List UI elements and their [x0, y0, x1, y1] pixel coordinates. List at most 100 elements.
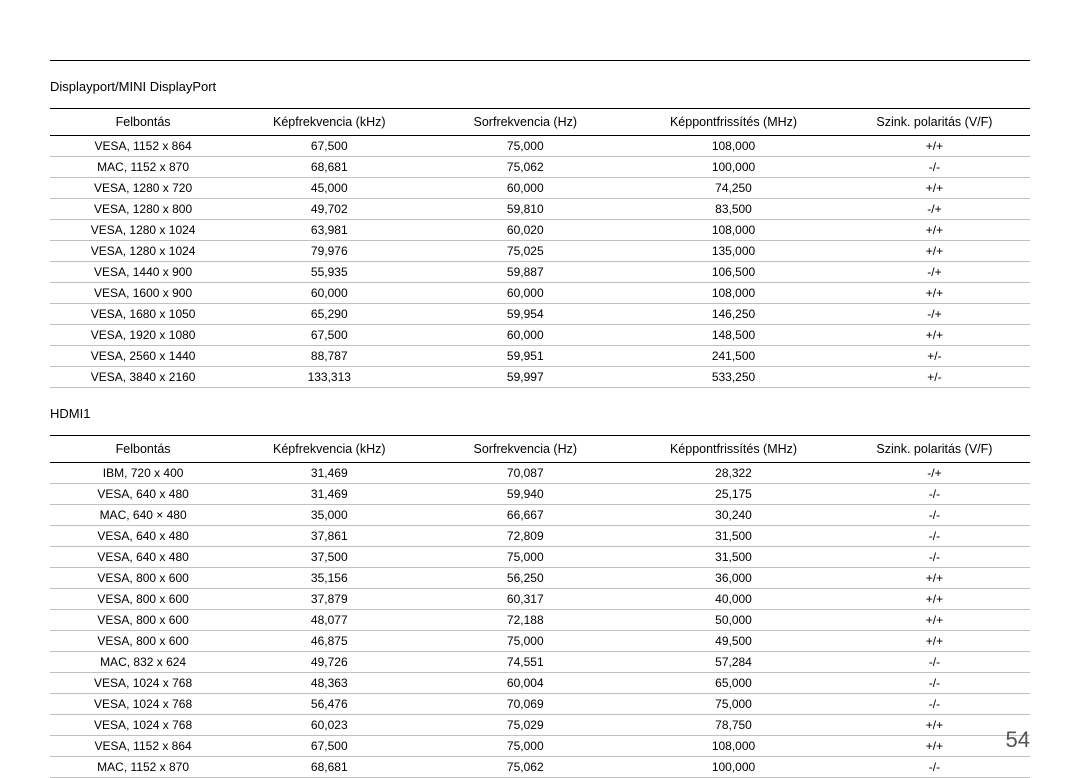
table-cell: VESA, 800 x 600	[50, 589, 236, 610]
table-row: VESA, 1920 x 108067,50060,000148,500+/+	[50, 325, 1030, 346]
table-row: VESA, 1024 x 76856,47670,06975,000-/-	[50, 694, 1030, 715]
table-cell: 75,025	[422, 241, 628, 262]
table-cell: MAC, 832 x 624	[50, 652, 236, 673]
table-cell: VESA, 1152 x 864	[50, 136, 236, 157]
sections-container: Displayport/MINI DisplayPortFelbontásKép…	[50, 79, 1030, 778]
table-cell: 68,681	[236, 757, 422, 778]
table-cell: 60,317	[422, 589, 628, 610]
table-cell: 67,500	[236, 736, 422, 757]
table-cell: VESA, 1024 x 768	[50, 715, 236, 736]
table-cell: +/+	[839, 241, 1030, 262]
table-cell: 75,000	[422, 736, 628, 757]
table-cell: 75,000	[422, 631, 628, 652]
table-cell: 59,940	[422, 484, 628, 505]
table-cell: 45,000	[236, 178, 422, 199]
table-row: VESA, 1280 x 102463,98160,020108,000+/+	[50, 220, 1030, 241]
table-row: MAC, 1152 x 87068,68175,062100,000-/-	[50, 757, 1030, 778]
table-cell: 100,000	[628, 157, 839, 178]
table-cell: 108,000	[628, 220, 839, 241]
table-cell: 533,250	[628, 367, 839, 388]
table-cell: MAC, 1152 x 870	[50, 757, 236, 778]
table-cell: 57,284	[628, 652, 839, 673]
table-cell: -/-	[839, 652, 1030, 673]
table-row: VESA, 1280 x 72045,00060,00074,250+/+	[50, 178, 1030, 199]
table-cell: 68,681	[236, 157, 422, 178]
table-row: VESA, 1600 x 90060,00060,000108,000+/+	[50, 283, 1030, 304]
table-cell: +/+	[839, 136, 1030, 157]
table-cell: VESA, 800 x 600	[50, 610, 236, 631]
table-cell: -/-	[839, 547, 1030, 568]
table-header-cell: Képpontfrissítés (MHz)	[628, 109, 839, 136]
table-cell: IBM, 720 x 400	[50, 463, 236, 484]
table-cell: 108,000	[628, 283, 839, 304]
table-cell: 66,667	[422, 505, 628, 526]
table-cell: 67,500	[236, 136, 422, 157]
table-cell: 74,551	[422, 652, 628, 673]
table-cell: -/-	[839, 505, 1030, 526]
table-cell: 70,087	[422, 463, 628, 484]
timing-table: FelbontásKépfrekvencia (kHz)Sorfrekvenci…	[50, 108, 1030, 388]
table-cell: VESA, 1280 x 1024	[50, 241, 236, 262]
table-cell: VESA, 2560 x 1440	[50, 346, 236, 367]
table-cell: 59,887	[422, 262, 628, 283]
table-cell: 25,175	[628, 484, 839, 505]
table-cell: -/-	[839, 157, 1030, 178]
table-cell: VESA, 800 x 600	[50, 568, 236, 589]
table-cell: 60,000	[422, 178, 628, 199]
table-cell: 60,004	[422, 673, 628, 694]
table-cell: 88,787	[236, 346, 422, 367]
table-cell: VESA, 1280 x 720	[50, 178, 236, 199]
table-cell: 72,809	[422, 526, 628, 547]
table-cell: VESA, 1440 x 900	[50, 262, 236, 283]
table-cell: 28,322	[628, 463, 839, 484]
table-wrap: FelbontásKépfrekvencia (kHz)Sorfrekvenci…	[50, 435, 1030, 778]
timing-table: FelbontásKépfrekvencia (kHz)Sorfrekvenci…	[50, 435, 1030, 778]
table-row: IBM, 720 x 40031,46970,08728,322-/+	[50, 463, 1030, 484]
table-row: VESA, 800 x 60035,15656,25036,000+/+	[50, 568, 1030, 589]
table-cell: VESA, 640 x 480	[50, 484, 236, 505]
table-cell: -/-	[839, 484, 1030, 505]
table-cell: VESA, 1280 x 1024	[50, 220, 236, 241]
table-cell: -/+	[839, 262, 1030, 283]
table-header-cell: Szink. polaritás (V/F)	[839, 109, 1030, 136]
table-header-cell: Sorfrekvencia (Hz)	[422, 436, 628, 463]
table-header-cell: Képfrekvencia (kHz)	[236, 436, 422, 463]
table-cell: +/+	[839, 283, 1030, 304]
table-cell: 48,363	[236, 673, 422, 694]
table-header-row: FelbontásKépfrekvencia (kHz)Sorfrekvenci…	[50, 109, 1030, 136]
table-cell: 31,500	[628, 547, 839, 568]
table-cell: -/+	[839, 463, 1030, 484]
table-cell: +/+	[839, 220, 1030, 241]
table-cell: 59,951	[422, 346, 628, 367]
table-cell: 65,290	[236, 304, 422, 325]
table-row: VESA, 1280 x 102479,97675,025135,000+/+	[50, 241, 1030, 262]
table-row: VESA, 1024 x 76860,02375,02978,750+/+	[50, 715, 1030, 736]
table-cell: 56,476	[236, 694, 422, 715]
table-cell: +/+	[839, 325, 1030, 346]
table-cell: +/+	[839, 589, 1030, 610]
table-wrap: FelbontásKépfrekvencia (kHz)Sorfrekvenci…	[50, 108, 1030, 388]
table-cell: 30,240	[628, 505, 839, 526]
table-cell: 133,313	[236, 367, 422, 388]
table-cell: 148,500	[628, 325, 839, 346]
table-cell: 63,981	[236, 220, 422, 241]
table-cell: 67,500	[236, 325, 422, 346]
table-cell: 108,000	[628, 736, 839, 757]
table-cell: +/+	[839, 178, 1030, 199]
table-cell: 35,000	[236, 505, 422, 526]
table-cell: 72,188	[422, 610, 628, 631]
table-cell: VESA, 1152 x 864	[50, 736, 236, 757]
table-cell: 49,702	[236, 199, 422, 220]
table-row: VESA, 2560 x 144088,78759,951241,500+/-	[50, 346, 1030, 367]
table-cell: VESA, 1024 x 768	[50, 673, 236, 694]
table-row: VESA, 1024 x 76848,36360,00465,000-/-	[50, 673, 1030, 694]
table-cell: 75,062	[422, 757, 628, 778]
table-cell: 37,500	[236, 547, 422, 568]
page-number: 54	[1006, 727, 1030, 753]
table-cell: 59,810	[422, 199, 628, 220]
table-header-cell: Képpontfrissítés (MHz)	[628, 436, 839, 463]
table-cell: MAC, 1152 x 870	[50, 157, 236, 178]
table-cell: 75,000	[422, 547, 628, 568]
table-cell: 70,069	[422, 694, 628, 715]
table-cell: 79,976	[236, 241, 422, 262]
